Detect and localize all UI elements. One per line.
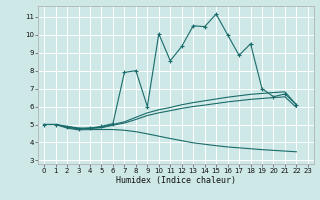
X-axis label: Humidex (Indice chaleur): Humidex (Indice chaleur)	[116, 176, 236, 185]
